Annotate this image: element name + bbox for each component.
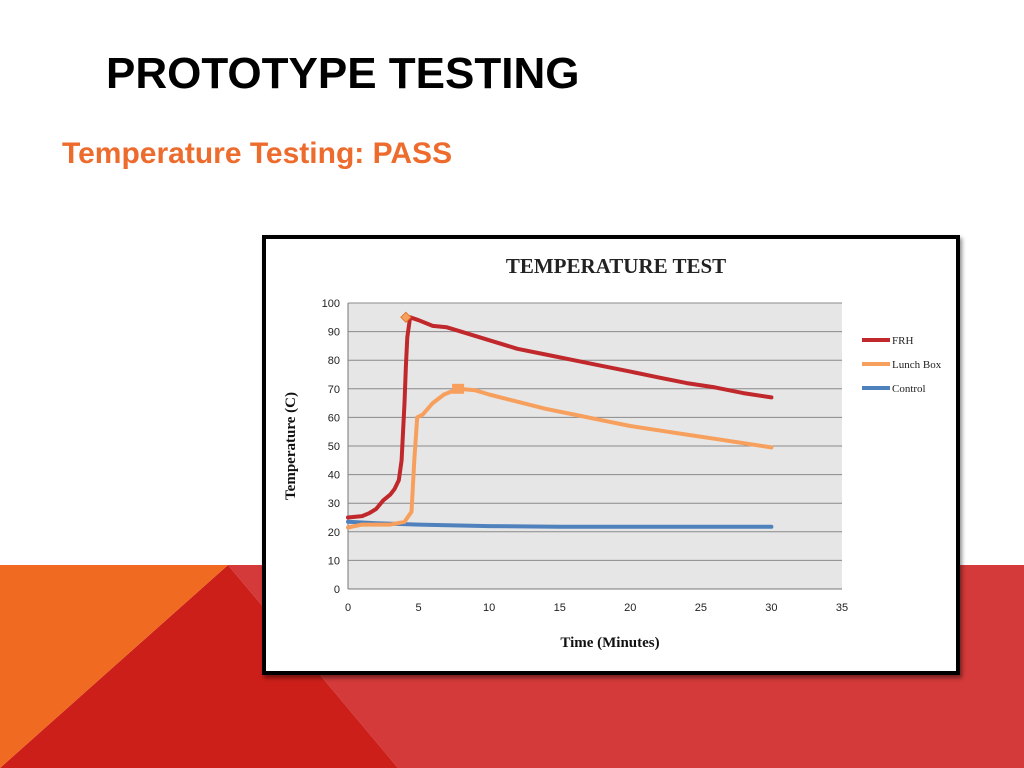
x-tick-label: 30 <box>765 602 777 614</box>
series-lines <box>346 311 774 530</box>
x-tick-label: 0 <box>345 602 351 614</box>
y-axis-label: Temperature (C) <box>283 392 299 500</box>
series-line-lunch-box <box>346 386 774 530</box>
x-tick-label: 25 <box>695 602 707 614</box>
y-tick-label: 100 <box>322 298 340 310</box>
legend: FRH Lunch Box Control <box>862 335 942 395</box>
chart-title: TEMPERATURE TEST <box>506 254 726 278</box>
y-tick-label: 60 <box>328 412 340 424</box>
data-marker-frh <box>400 311 412 324</box>
y-tick-label: 90 <box>328 327 340 339</box>
slide-subtitle: Temperature Testing: PASS <box>62 137 453 170</box>
y-tick-label: 80 <box>328 355 340 367</box>
x-tick-label: 35 <box>836 602 848 614</box>
legend-label-control: Control <box>892 383 926 395</box>
y-tick-label: 40 <box>328 470 340 482</box>
legend-label-frh: FRH <box>892 335 913 347</box>
temperature-chart: 0 10 20 30 40 50 60 70 80 90 100 0 5 10 15 20 25 30 35 FR… <box>283 254 942 651</box>
data-marker-lunch-box <box>452 383 465 394</box>
x-axis-label: Time (Minutes) <box>560 635 659 651</box>
y-tick-label: 10 <box>328 555 340 567</box>
y-tick-label: 0 <box>334 584 340 596</box>
x-tick-label: 10 <box>483 602 495 614</box>
x-tick-labels: 0 5 10 15 20 25 30 35 <box>345 602 848 614</box>
x-tick-label: 15 <box>554 602 566 614</box>
y-tick-label: 70 <box>328 384 340 396</box>
legend-label-lunch-box: Lunch Box <box>892 359 942 371</box>
slide-title: PROTOTYPE TESTING <box>106 49 580 98</box>
y-tick-label: 20 <box>328 527 340 539</box>
y-tick-label: 30 <box>328 498 340 510</box>
chart-frame: 0 10 20 30 40 50 60 70 80 90 100 0 5 10 15 20 25 30 35 FR… <box>262 235 960 675</box>
x-tick-label: 5 <box>416 602 422 614</box>
series-line-frh <box>346 315 774 520</box>
x-tick-label: 20 <box>624 602 636 614</box>
bg-red-lower-shape <box>0 565 398 768</box>
y-tick-label: 50 <box>328 441 340 453</box>
y-tick-labels: 0 10 20 30 40 50 60 70 80 90 100 <box>322 298 340 596</box>
bg-orange-left-shape <box>0 565 228 768</box>
